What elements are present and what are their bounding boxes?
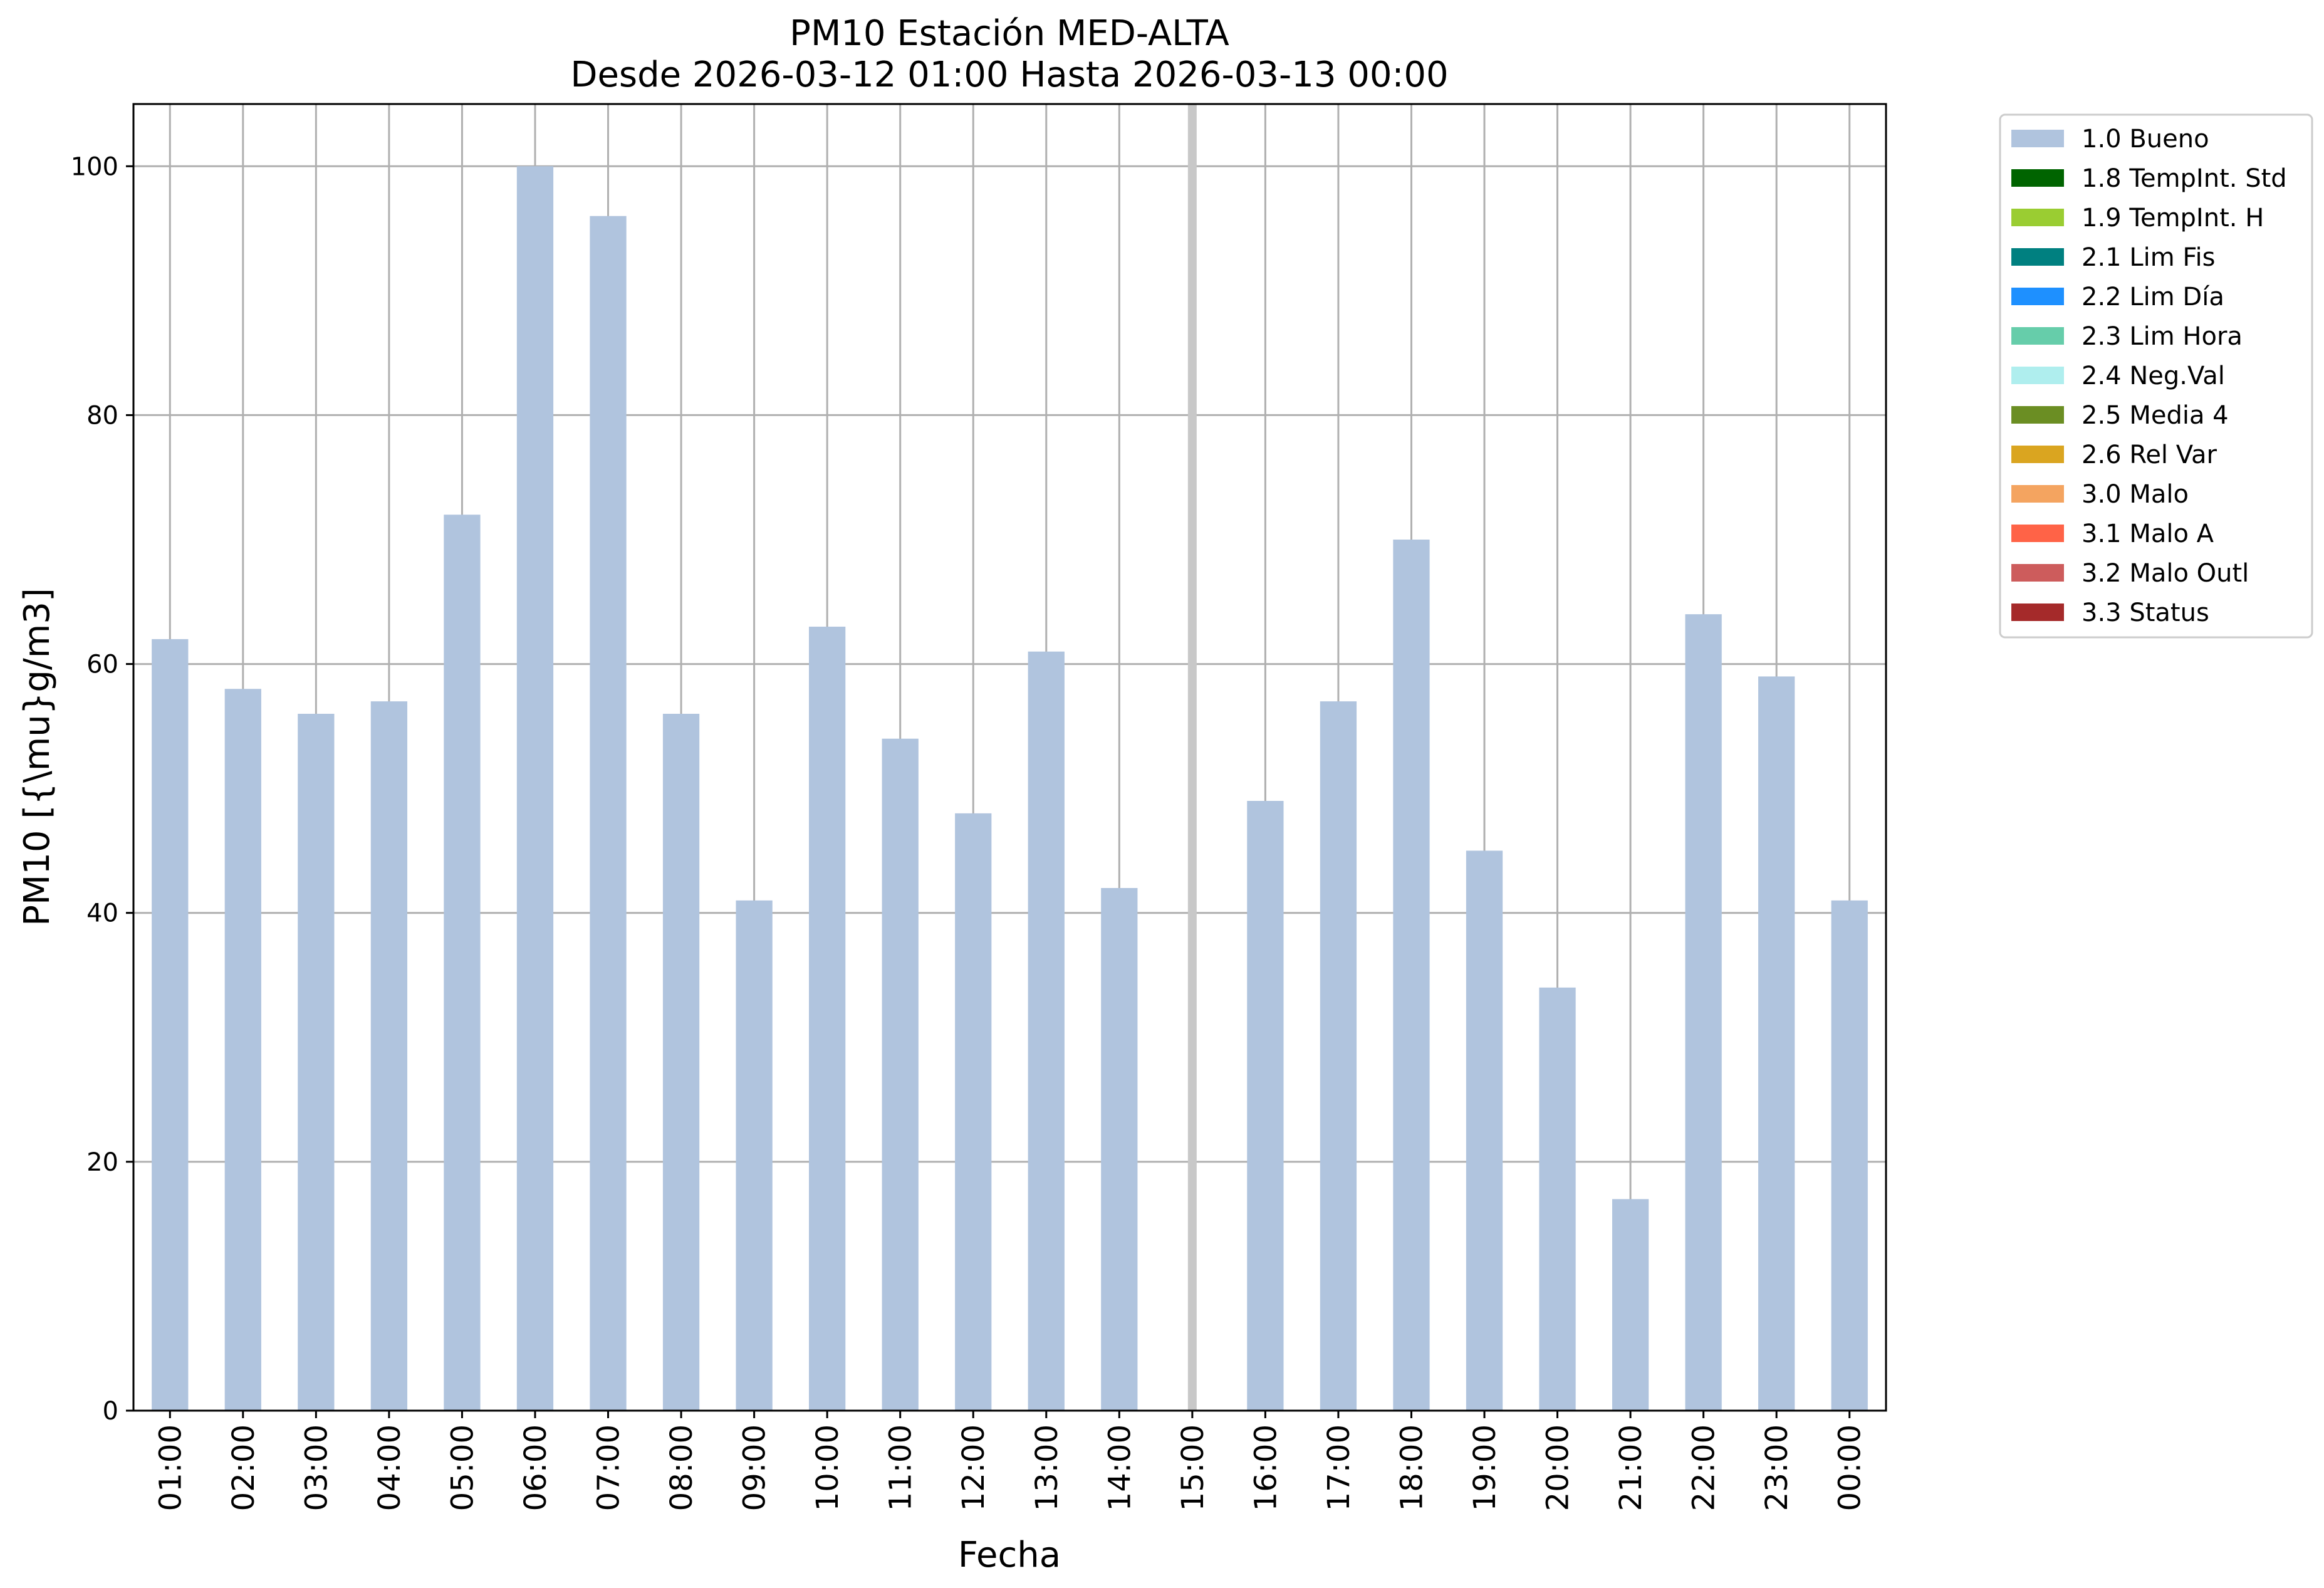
bar-1900	[1466, 850, 1503, 1411]
x-tick-label: 12:00	[956, 1424, 991, 1511]
x-tick-label: 01:00	[153, 1424, 188, 1511]
bar-1600	[1247, 801, 1284, 1411]
legend: 1.0 Bueno 1.8 TempInt. Std 1.9 TempInt. H 2…	[1999, 113, 2313, 639]
bar-1300	[1028, 651, 1065, 1411]
legend-label: 3.2 Malo Outl	[2082, 559, 2249, 588]
x-tick-label: 02:00	[226, 1424, 261, 1511]
legend-swatch	[2011, 525, 2064, 542]
missing-data-marker	[1187, 104, 1197, 1411]
bar-0200	[224, 689, 261, 1411]
legend-swatch	[2011, 603, 2064, 621]
x-axis-ticks: 01:00 02:00 03:00 04:00 05:00 06:00 07:00 08:00…	[153, 1411, 1868, 1511]
bar-2000	[1539, 987, 1576, 1411]
bar-0000	[1831, 900, 1868, 1411]
x-tick-label: 11:00	[883, 1424, 919, 1511]
plot-frame	[132, 103, 1887, 1412]
bar-0800	[662, 714, 700, 1411]
bar-1800	[1393, 540, 1430, 1411]
legend-swatch	[2011, 209, 2064, 226]
legend-swatch	[2011, 248, 2064, 266]
x-tick-label: 08:00	[664, 1424, 699, 1511]
legend-swatch	[2011, 327, 2064, 345]
legend-label: 1.0 Bueno	[2082, 125, 2209, 154]
x-tick-label: 22:00	[1687, 1424, 1722, 1511]
x-tick-label: 09:00	[737, 1424, 773, 1511]
bar-2200	[1685, 614, 1722, 1411]
x-tick-label: 05:00	[445, 1424, 480, 1511]
legend-frame	[1999, 113, 2313, 639]
x-tick-label: 06:00	[518, 1424, 553, 1511]
bar-0900	[736, 900, 773, 1411]
chart-title-line-2: Desde 2026-03-12 01:00 Hasta 2026-03-13 …	[570, 55, 1448, 95]
y-tick-label: 0	[103, 1397, 118, 1426]
y-axis-ticks: 0 20 40 60 80 100	[71, 152, 133, 1426]
bar-1200	[955, 813, 992, 1411]
x-tick-label: 13:00	[1029, 1424, 1065, 1511]
legend-swatch	[2011, 288, 2064, 305]
legend-label: 3.3 Status	[2082, 598, 2209, 627]
x-tick-label: 20:00	[1541, 1424, 1576, 1511]
x-tick-label: 15:00	[1175, 1424, 1211, 1511]
legend-swatch	[2011, 485, 2064, 503]
x-tick-label: 16:00	[1248, 1424, 1283, 1511]
y-tick-label: 60	[86, 650, 118, 679]
legend-label: 2.6 Rel Var	[2082, 441, 2217, 469]
bar-2100	[1612, 1199, 1649, 1411]
bar-0400	[370, 701, 408, 1411]
bar-1400	[1101, 888, 1138, 1411]
bar-1100	[882, 738, 919, 1411]
legend-swatch	[2011, 169, 2064, 187]
x-tick-label: 23:00	[1759, 1424, 1795, 1511]
y-tick-label: 40	[86, 899, 118, 928]
x-tick-label: 10:00	[810, 1424, 845, 1511]
legend-label: 1.8 TempInt. Std	[2082, 164, 2287, 193]
legend-label: 2.2 Lim Día	[2082, 283, 2224, 311]
bar-1700	[1320, 701, 1357, 1411]
chart-title-line-1: PM10 Estación MED-ALTA	[789, 13, 1229, 54]
legend-label: 2.1 Lim Fis	[2082, 243, 2215, 272]
legend-label: 2.5 Media 4	[2082, 401, 2229, 430]
x-tick-label: 17:00	[1321, 1424, 1357, 1511]
bars	[152, 166, 1868, 1411]
x-tick-label: 04:00	[372, 1424, 407, 1511]
legend-label: 2.3 Lim Hora	[2082, 322, 2243, 351]
legend-swatch	[2011, 564, 2064, 582]
bar-0600	[516, 166, 554, 1411]
bar-0100	[152, 639, 189, 1411]
bar-1000	[809, 627, 846, 1411]
x-tick-label: 03:00	[299, 1424, 334, 1511]
x-tick-label: 18:00	[1394, 1424, 1429, 1511]
x-tick-label: 07:00	[591, 1424, 627, 1511]
bar-2300	[1758, 676, 1795, 1411]
y-tick-label: 20	[86, 1148, 118, 1177]
y-tick-label: 100	[71, 152, 118, 181]
x-tick-label: 19:00	[1467, 1424, 1503, 1511]
legend-swatch	[2011, 406, 2064, 424]
legend-swatch	[2011, 446, 2064, 463]
legend-swatch	[2011, 367, 2064, 384]
bar-0300	[298, 714, 335, 1411]
x-tick-label: 00:00	[1833, 1424, 1868, 1511]
legend-swatch	[2011, 130, 2064, 147]
bar-0700	[590, 216, 627, 1411]
y-tick-label: 80	[86, 401, 118, 430]
legend-label: 1.9 TempInt. H	[2082, 204, 2264, 232]
x-axis-label: Fecha	[958, 1535, 1061, 1575]
legend-label: 3.1 Malo A	[2082, 520, 2214, 548]
legend-label: 2.4 Neg.Val	[2082, 362, 2225, 390]
bar-0500	[444, 515, 481, 1411]
x-tick-label: 21:00	[1613, 1424, 1649, 1511]
legend-label: 3.0 Malo	[2082, 480, 2189, 509]
y-axis-label: PM10 [{\mu}g/m3]	[17, 588, 58, 926]
x-tick-label: 14:00	[1102, 1424, 1137, 1511]
